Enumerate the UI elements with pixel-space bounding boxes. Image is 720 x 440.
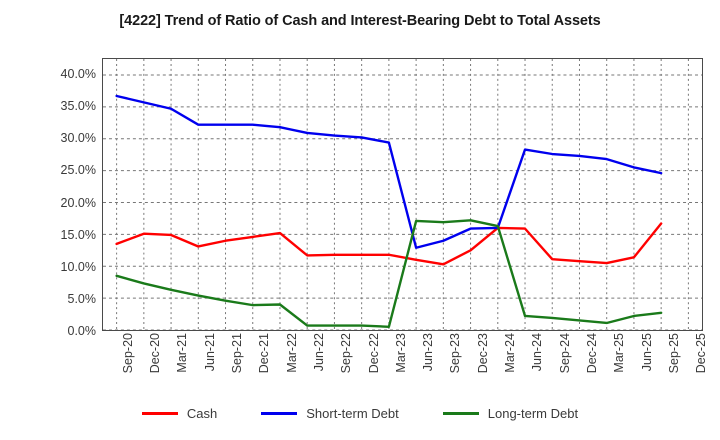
x-axis-tick-label: Dec-22 [366, 333, 381, 374]
plot-area [102, 58, 703, 331]
y-axis-tick-label: 30.0% [60, 131, 96, 146]
data-series-layer [115, 94, 663, 329]
x-axis-tick-label: Dec-24 [585, 333, 600, 374]
x-axis: Sep-20 Dec-20 Mar-21 Jun-21 Sep-21 Dec-21 Mar-… [102, 333, 709, 403]
series-line-cash [115, 222, 663, 266]
x-axis-tick-label: Sep-22 [339, 333, 354, 374]
chart-legend: Cash Short-term Debt Long-term Debt [0, 406, 720, 421]
x-axis-tick-label: Mar-23 [393, 333, 408, 373]
x-axis-tick-label: Jun-21 [202, 333, 217, 372]
x-axis-tick-label: Mar-25 [612, 333, 627, 373]
x-axis-tick-label: Dec-25 [694, 333, 709, 374]
legend-item-short-term-debt[interactable]: Short-term Debt [261, 406, 399, 421]
y-axis: 0.0% 5.0% 10.0% 15.0% 20.0% 25.0% 30.0% 35.0% 40… [0, 58, 97, 338]
x-axis-tick-label: Dec-21 [257, 333, 272, 374]
legend-item-long-term-debt[interactable]: Long-term Debt [442, 406, 579, 421]
x-axis-tick-label: Sep-23 [448, 333, 463, 374]
legend-label: Short-term Debt [306, 406, 399, 421]
x-axis-tick-label: Dec-23 [475, 333, 490, 374]
y-axis-tick-label: 35.0% [60, 99, 96, 114]
chart-title: [4222] Trend of Ratio of Cash and Intere… [119, 13, 601, 29]
y-axis-tick-label: 40.0% [60, 67, 96, 82]
series-line-short-term-debt [115, 94, 663, 249]
x-axis-tick-label: Jun-23 [421, 333, 436, 372]
x-axis-tick-label: Jun-24 [530, 333, 545, 372]
y-axis-tick-label: 5.0% [67, 291, 97, 306]
x-axis-tick-label: Sep-20 [120, 333, 135, 374]
x-axis-tick-label: Dec-20 [147, 333, 162, 374]
x-axis-tick-label: Mar-24 [503, 333, 518, 373]
x-axis-tick-label: Jun-22 [311, 333, 326, 372]
y-axis-tick-label: 15.0% [60, 227, 96, 242]
x-axis-tick-label: Sep-21 [229, 333, 244, 374]
legend-label: Cash [186, 406, 218, 421]
x-axis-tick-label: Jun-25 [639, 333, 654, 372]
y-axis-tick-label: 20.0% [60, 195, 96, 210]
y-axis-tick-label: 25.0% [60, 163, 96, 178]
series-line-long-term-debt [115, 219, 663, 329]
y-axis-tick-label: 0.0% [67, 324, 97, 338]
x-axis-tick-label: Mar-21 [175, 333, 190, 373]
x-axis-tick-label: Mar-22 [284, 333, 299, 373]
legend-label: Long-term Debt [487, 406, 579, 421]
line-swatch-icon [442, 412, 479, 415]
line-swatch-icon [261, 412, 298, 415]
line-swatch-icon [141, 412, 178, 415]
gridlines [103, 59, 702, 330]
x-axis-tick-label: Sep-25 [667, 333, 682, 374]
y-axis-tick-label: 10.0% [60, 259, 96, 274]
legend-item-cash[interactable]: Cash [141, 406, 218, 421]
x-axis-tick-label: Sep-24 [557, 333, 572, 374]
